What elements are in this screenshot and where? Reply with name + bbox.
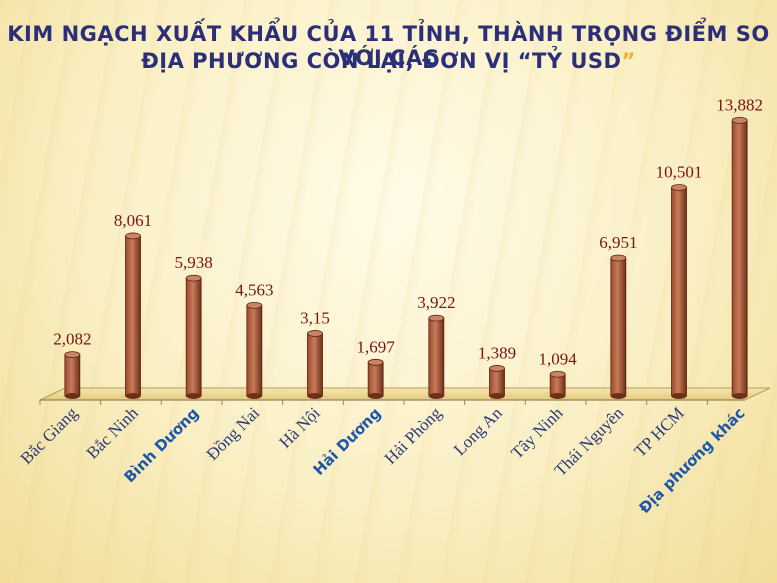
chart-title-line-2-text: địa phương còn lại, đơn vị “tỷ USD: [141, 49, 622, 73]
bar-cap: [731, 116, 748, 124]
bar-base: [732, 393, 748, 399]
bar-value-label: 3,15: [300, 308, 330, 327]
bar-base: [550, 393, 566, 399]
category-label: Hà Nội: [275, 403, 324, 452]
category-label: Long An: [450, 403, 506, 459]
bar: [428, 317, 445, 397]
bar: [731, 119, 748, 397]
bar: [610, 257, 627, 397]
bar-value-label: 5,938: [175, 253, 213, 272]
bar-base: [246, 393, 262, 399]
bar-base: [428, 393, 444, 399]
bar: [307, 333, 323, 397]
chart-title-quote: ”: [621, 49, 636, 73]
bar-cap: [367, 358, 384, 366]
bar-cap: [428, 314, 445, 322]
bar: [185, 277, 202, 397]
bar-base: [125, 393, 141, 399]
chart-floor: [39, 387, 771, 401]
bar-cap: [610, 254, 627, 262]
chart-title-line-2: địa phương còn lại, đơn vị “tỷ USD”: [0, 49, 777, 73]
category-label: Địa phương khác: [636, 404, 749, 517]
bar-value-label: 8,061: [114, 211, 152, 230]
bar-value-label: 1,389: [478, 343, 516, 362]
bar-base: [671, 393, 687, 399]
bar-base: [307, 393, 323, 399]
bar-value-label: 10,501: [656, 162, 703, 181]
bar-value-label: 2,082: [53, 330, 91, 349]
bar-cap: [671, 184, 687, 191]
chart-title-line-1: Kim ngạch xuất khẩu của 11 tỉnh, thành t…: [7, 22, 770, 70]
bar-cap: [185, 274, 202, 282]
category-label: Tây Ninh: [507, 403, 567, 463]
bar-cap: [125, 232, 141, 240]
category-label: Bắc Giang: [17, 403, 82, 468]
bar-cap: [64, 351, 81, 359]
bar-cap: [307, 330, 323, 337]
bar: [64, 354, 81, 397]
bar: [246, 304, 263, 397]
bar-base: [610, 393, 626, 399]
bar-value-label: 4,563: [235, 280, 273, 299]
bar-value-label: 1,094: [539, 349, 578, 368]
bar: [671, 187, 687, 397]
bar-cap: [549, 370, 566, 378]
bar-value-label: 13,882: [716, 95, 763, 114]
bar-base: [368, 393, 384, 399]
bar-value-label: 3,922: [417, 293, 455, 312]
bar-base: [186, 393, 202, 399]
bar: [125, 235, 141, 397]
category-label: TP HCM: [630, 403, 687, 460]
category-label: Hải Phòng: [381, 403, 446, 468]
bar-cap: [489, 365, 505, 372]
category-label: Bắc Ninh: [83, 403, 143, 463]
bar-value-label: 6,951: [599, 233, 637, 252]
bar: [489, 368, 505, 397]
bar-base: [64, 393, 80, 399]
bar-cap: [246, 301, 263, 309]
category-label: Đồng Nai: [203, 403, 264, 464]
bar-base: [489, 393, 505, 399]
bar-value-label: 1,697: [357, 337, 396, 356]
bar: [367, 361, 384, 397]
